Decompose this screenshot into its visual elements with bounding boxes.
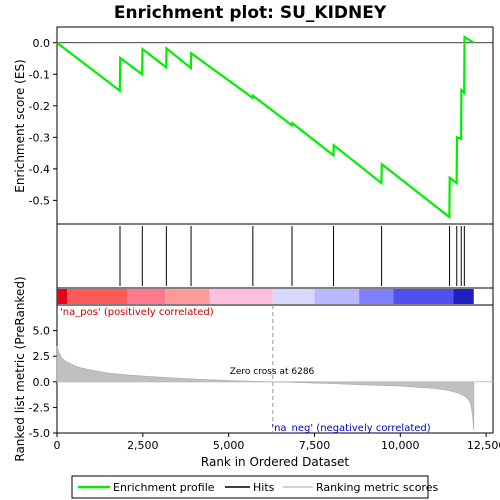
es-y-tick-label: -0.4 xyxy=(29,163,50,176)
x-tick-label: 10,000 xyxy=(381,439,420,452)
legend-label-ranking: Ranking metric scores xyxy=(316,481,438,494)
ranking-bar-segment xyxy=(67,289,128,304)
es-y-tick-label: -0.5 xyxy=(29,194,50,207)
chart-title: Enrichment plot: SU_KIDNEY xyxy=(114,3,387,23)
metric-y-tick-label: -2.5 xyxy=(29,401,50,414)
legend-label-hits: Hits xyxy=(253,481,275,494)
hit-lines xyxy=(119,226,465,286)
metric-y-label: Ranked list metric (PreRanked) xyxy=(13,276,27,461)
es-panel-frame xyxy=(56,26,494,225)
x-tick-label: 2,500 xyxy=(127,439,159,452)
metric-y-tick-label: -5.0 xyxy=(29,427,50,440)
x-axis-label: Rank in Ordered Dataset xyxy=(201,455,349,469)
x-tick-label: 12,500 xyxy=(467,439,500,452)
zero-cross-label: Zero cross at 6286 xyxy=(230,367,315,377)
metric-y-tick-label: 0.0 xyxy=(33,376,51,389)
ranking-metric-area xyxy=(56,345,475,430)
metric-y-tick-label: 2.5 xyxy=(33,350,51,363)
x-ticks: 0 2,500 5,000 7,500 10,000 12,500 xyxy=(54,433,500,452)
ranking-bar-segment xyxy=(393,289,454,304)
es-y-tick-label: -0.3 xyxy=(29,131,50,144)
es-y-tick-label: 0.0 xyxy=(33,37,51,50)
ranking-bar-segment xyxy=(314,289,360,304)
ranking-bar-segment xyxy=(209,289,273,304)
neg-label: 'na_neg' (negatively correlated) xyxy=(271,423,430,434)
hits-panel-frame xyxy=(56,223,494,289)
metric-y-tick-label: 5.0 xyxy=(33,325,51,338)
x-tick-label: 7,500 xyxy=(299,439,331,452)
metric-area xyxy=(56,345,475,430)
x-tick-label: 5,000 xyxy=(213,439,245,452)
ranking-bar-segment xyxy=(453,289,474,304)
ranking-bar-segment xyxy=(359,289,394,304)
ranking-bar-segment xyxy=(127,289,166,304)
ranking-bar-segment xyxy=(57,289,68,304)
metric-panel-frame xyxy=(56,304,494,434)
ranking-bar xyxy=(57,289,474,304)
enrichment-profile-line xyxy=(56,35,475,220)
metric-y-ticks: 5.0 2.5 0.0 -2.5 -5.0 xyxy=(29,325,57,440)
es-y-ticks: 0.0 -0.1 -0.2 -0.3 -0.4 -0.5 xyxy=(29,37,57,207)
es-y-label: Enrichment score (ES) xyxy=(13,59,27,192)
x-tick-label: 0 xyxy=(54,439,61,452)
ranking-bar-segment xyxy=(272,289,315,304)
pos-label: 'na_pos' (positively correlated) xyxy=(60,307,214,318)
es-y-tick-label: -0.2 xyxy=(29,100,50,113)
ranking-bar-segment xyxy=(165,289,210,304)
es-y-tick-label: -0.1 xyxy=(29,68,50,81)
legend-label-enrichment: Enrichment profile xyxy=(113,481,215,494)
